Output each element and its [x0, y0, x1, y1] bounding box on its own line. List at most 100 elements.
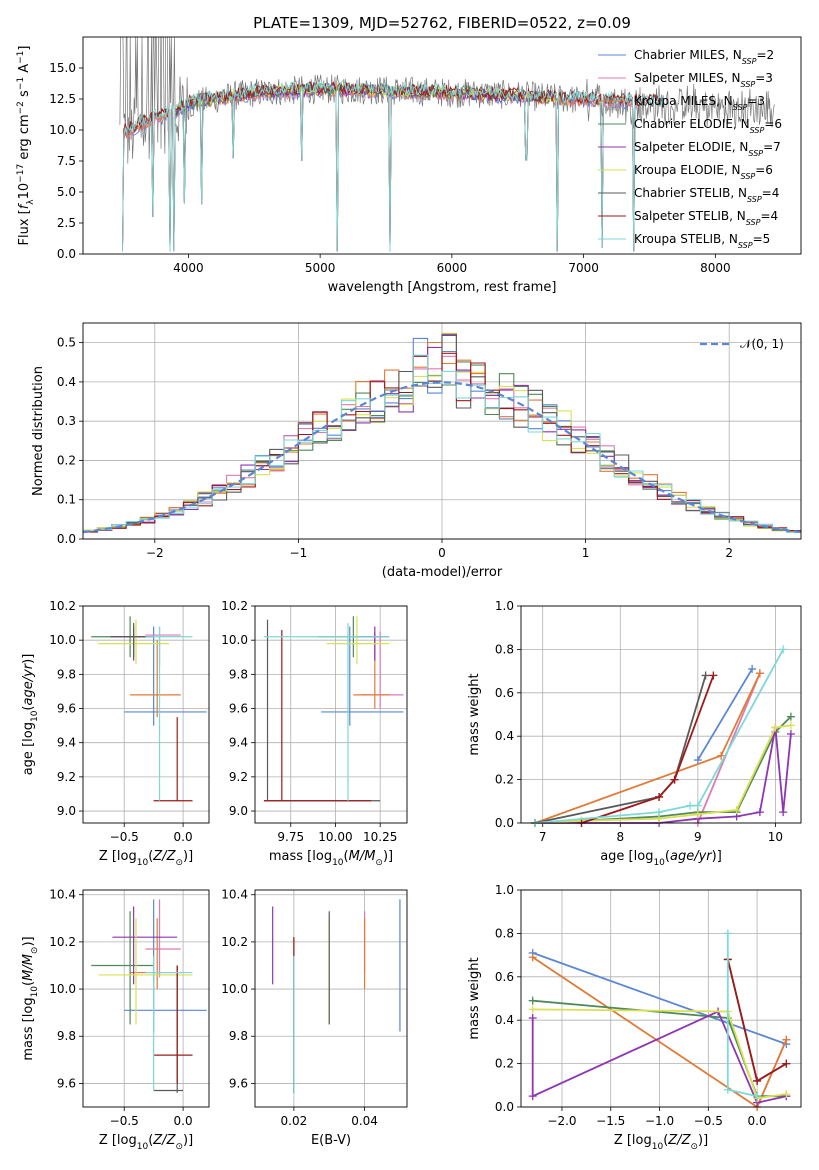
legend-label-chabrier-miles: Chabrier MILES, NSSP=2 — [634, 48, 774, 66]
gaussian-curve — [82, 381, 802, 534]
series-marker — [528, 1014, 537, 1023]
series-marker — [748, 664, 757, 673]
series-marker — [779, 808, 788, 817]
grid-lines — [83, 890, 209, 1107]
axes-age-vs-mass: 9.75 10.00 10.25 9.0 9.2 9.4 9.6 9.8 10.0 10.2 — [221, 599, 407, 844]
series-marker — [670, 775, 679, 784]
axes-mass-vs-ebv: 0.02 0.04 9.6 9.8 10.0 10.2 10.4 — [221, 888, 407, 1128]
y-tick-label: 10.4 — [49, 888, 76, 902]
spectrum-model-chabrier-miles — [122, 84, 637, 252]
y-tick-label: 0.0 — [495, 816, 514, 830]
series-marker — [528, 953, 537, 962]
y-tick-label: 15.0 — [49, 61, 76, 75]
y-tick-label: 0.2 — [495, 773, 514, 787]
series-line — [532, 1008, 787, 1100]
errorbar-chabrier-miles — [321, 626, 404, 726]
x-tick-label: 0 — [438, 546, 446, 560]
legend-label-salpeter-miles: Salpeter MILES, NSSP=3 — [634, 71, 773, 89]
x-tick-label: −1 — [290, 546, 308, 560]
legend-label-kroupa-stelib: Kroupa STELIB, NSSP=5 — [634, 232, 770, 250]
y-tick-label: 0.2 — [57, 453, 76, 467]
y-tick-label: 9.2 — [57, 770, 76, 784]
errorbar-kroupa-miles — [130, 918, 181, 990]
y-tick-label: 9.0 — [229, 804, 248, 818]
series-marker — [655, 792, 664, 801]
y-tick-label: 10.0 — [221, 633, 248, 647]
errorbar-kroupa-miles — [130, 640, 181, 718]
figure-title: PLATE=1309, MJD=52762, FIBERID=0522, z=0… — [253, 14, 631, 32]
y-tick-label: 9.4 — [229, 736, 248, 750]
errorbar-chabrier-stelib — [153, 965, 184, 1093]
series-line — [726, 933, 758, 1098]
y-tick-label: 0.8 — [495, 926, 514, 940]
grid-lines — [255, 605, 407, 823]
age-vs-mass-frame — [254, 605, 408, 824]
x-tick-label: 8 — [616, 830, 624, 844]
y-tick-label: 0.4 — [495, 1013, 514, 1027]
axes-mass-weight-vs-Z: −2.0 −1.5 −1.0 −0.5 0.0 0.0 0.2 0.4 0.6 0.8 1.0 — [495, 883, 801, 1128]
x-tick-label: −0.5 — [110, 830, 139, 844]
x-tick-label: −0.5 — [694, 1114, 723, 1128]
legend-label-chabrier-stelib: Chabrier STELIB, NSSP=4 — [634, 186, 779, 204]
axes-residual-histogram: −2 −1 0 1 2 0.0 0.1 0.2 0.3 0.4 0.5 𝒩(0, 1) — [57, 323, 802, 560]
y-tick-label: 9.6 — [57, 1076, 76, 1090]
y-tick-label: 0.2 — [495, 1057, 514, 1071]
mass-vs-ebv-frame — [254, 889, 408, 1108]
y-axis-label: mass weight — [467, 957, 482, 1039]
series-marker — [528, 996, 537, 1005]
axes-mass-vs-Z: −0.5 0.0 9.6 9.8 10.0 10.2 10.4 — [49, 888, 209, 1128]
gaussian-legend-label: 𝒩(0, 1) — [740, 337, 784, 351]
y-tick-label: 10.0 — [49, 982, 76, 996]
y-tick-label: 0.8 — [495, 642, 514, 656]
y-axis-label: mass weight — [467, 673, 482, 755]
y-tick-label: 0.5 — [57, 336, 76, 350]
y-tick-label: 0.3 — [57, 414, 76, 428]
series-marker — [528, 1005, 537, 1014]
legend-label-kroupa-miles: Kroupa MILES, NSSP=3 — [634, 94, 765, 112]
errorbar-salpeter-miles — [145, 626, 181, 666]
series-marker — [786, 730, 795, 739]
axes-age-vs-Z: −0.5 0.0 9.0 9.2 9.4 9.6 9.8 10.0 10.2 — [49, 599, 209, 844]
x-axis-label: age [log10(age/yr)] — [600, 849, 722, 868]
grid-lines — [521, 605, 801, 824]
series-marker — [693, 801, 702, 810]
x-tick-label: 7 — [539, 830, 547, 844]
y-tick-label: 0.6 — [495, 686, 514, 700]
x-axis-label: Z [log10(Z/Z⊙)] — [99, 849, 193, 868]
errorbar-kroupa-stelib — [263, 623, 390, 801]
series-marker — [786, 712, 795, 721]
x-tick-label: 7000 — [568, 261, 599, 275]
x-tick-label: 10 — [768, 830, 783, 844]
x-tick-label: 0.0 — [748, 1114, 767, 1128]
y-tick-label: 0.0 — [57, 247, 76, 261]
grid-lines — [255, 890, 407, 1107]
errorbar-salpeter-stelib — [153, 965, 193, 1084]
mass-weight-vs-age-frame — [520, 605, 802, 824]
errorbar-kroupa-elodie — [326, 616, 390, 665]
y-tick-label: 9.0 — [57, 804, 76, 818]
x-axis-label: Z [log10(Z/Z⊙)] — [99, 1133, 193, 1152]
y-tick-label: 2.5 — [57, 216, 76, 230]
legend-label-salpeter-elodie: Salpeter ELODIE, NSSP=7 — [634, 140, 781, 158]
y-tick-label: 9.8 — [57, 1029, 76, 1043]
y-tick-label: 10.2 — [49, 599, 76, 613]
x-axis-label: (data-model)/error — [382, 565, 503, 580]
spectrum-model-kroupa-stelib — [122, 80, 664, 252]
errorbar-salpeter-miles — [145, 899, 181, 978]
series-marker — [755, 669, 764, 678]
histogram-kroupa-stelib — [83, 354, 801, 533]
x-tick-label: 9 — [694, 830, 702, 844]
series-marker — [528, 1092, 537, 1101]
y-tick-label: 7.5 — [57, 154, 76, 168]
errorbar-salpeter-stelib — [263, 629, 372, 802]
y-tick-label: 9.6 — [229, 1076, 248, 1090]
errorbar-chabrier-stelib — [110, 623, 148, 658]
x-tick-label: 0.04 — [351, 1114, 378, 1128]
series-salpeter-stelib — [577, 671, 718, 827]
x-tick-label: 4000 — [173, 261, 204, 275]
spectrum-frame — [82, 36, 802, 255]
series-marker — [732, 805, 741, 814]
series-marker — [693, 810, 702, 819]
series-marker — [686, 801, 695, 810]
